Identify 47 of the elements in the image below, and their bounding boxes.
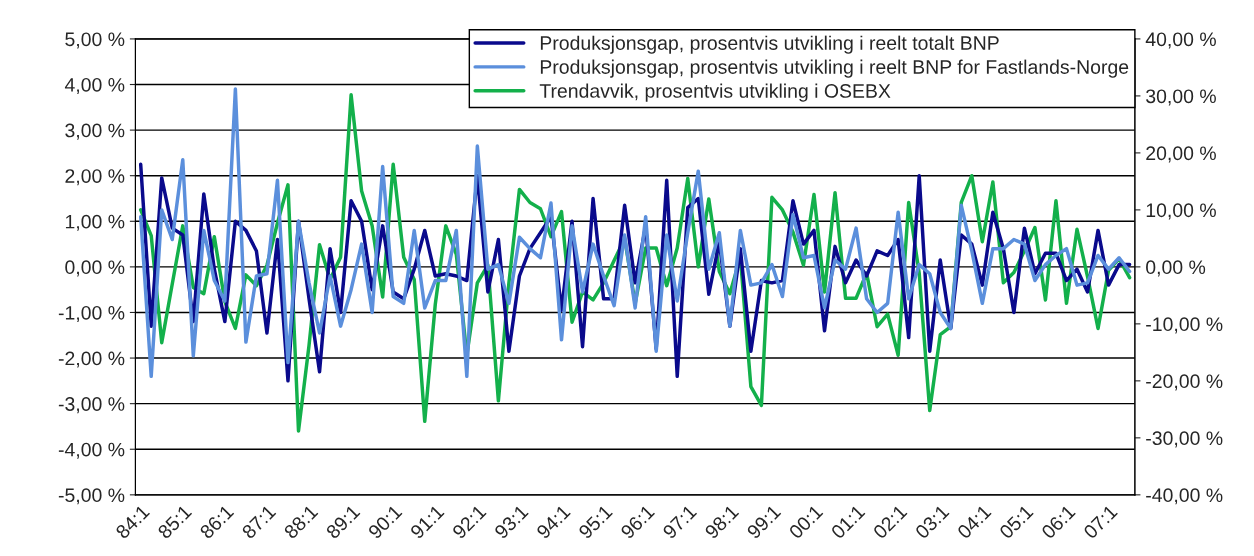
x-tick-label: 03:1 bbox=[914, 504, 950, 540]
y2-tick-label: 20,00 % bbox=[1146, 146, 1216, 163]
y2-tick-label: 30,00 % bbox=[1146, 89, 1216, 106]
x-tick-label: 00:1 bbox=[788, 504, 824, 540]
y2-tick-label: 0,00 % bbox=[1146, 260, 1206, 277]
legend-label: Trendavvik, prosentvis utvikling i OSEBX bbox=[539, 83, 891, 102]
x-tick-label: 89:1 bbox=[325, 504, 361, 540]
y-tick-label: -4,00 % bbox=[58, 442, 125, 459]
x-tick-label: 97:1 bbox=[662, 504, 698, 540]
x-tick-label: 90:1 bbox=[367, 504, 403, 540]
x-tick-label: 85:1 bbox=[156, 504, 193, 540]
y-tick-label: -1,00 % bbox=[58, 305, 125, 323]
legend-label: Produksjonsgap, prosentvis utvikling i reelt BNP for Fastlands-Norge bbox=[540, 59, 1129, 78]
y2-tick-label: 10,00 % bbox=[1146, 203, 1216, 220]
x-tick-label: 01:1 bbox=[830, 504, 866, 540]
y2-tick-label: -30,00 % bbox=[1146, 431, 1223, 448]
y2-tick-label: -40,00 % bbox=[1146, 488, 1223, 505]
y2-tick-label: -20,00 % bbox=[1146, 374, 1223, 391]
y-tick-label: -5,00 % bbox=[58, 488, 125, 505]
y-tick-label: 0,00 % bbox=[65, 260, 125, 277]
x-tick-label: 96:1 bbox=[619, 504, 656, 540]
y-tick-label: 3,00 % bbox=[65, 123, 125, 140]
x-tick-label: 86:1 bbox=[199, 504, 235, 540]
x-tick-label: 02:1 bbox=[872, 504, 908, 540]
x-tick-label: 07:1 bbox=[1082, 504, 1118, 540]
y-tick-label: 4,00 % bbox=[64, 77, 125, 95]
x-tick-label: 84:1 bbox=[114, 504, 151, 540]
x-tick-label: 92:1 bbox=[451, 504, 487, 540]
legend-label: Produksjonsgap, prosentvis utvikling i reelt totalt BNP bbox=[540, 35, 999, 54]
y2-tick-label: 40,00 % bbox=[1145, 32, 1216, 49]
x-tick-label: 04:1 bbox=[956, 504, 992, 540]
x-tick-label: 93:1 bbox=[493, 504, 529, 540]
x-tick-label: 91:1 bbox=[409, 504, 445, 540]
y-tick-label: -3,00 % bbox=[58, 397, 125, 414]
y-tick-label: 2,00 % bbox=[65, 169, 125, 186]
x-tick-label: 98:1 bbox=[704, 504, 740, 540]
x-tick-label: 99:1 bbox=[746, 504, 782, 540]
x-tick-label: 95:1 bbox=[577, 504, 614, 540]
x-tick-label: 06:1 bbox=[1040, 504, 1076, 540]
x-tick-label: 87:1 bbox=[241, 504, 277, 540]
y2-tick-label: -10,00 % bbox=[1146, 317, 1223, 334]
x-tick-label: 88:1 bbox=[283, 504, 319, 540]
x-tick-label: 05:1 bbox=[998, 504, 1034, 540]
y-tick-label: 1,00 % bbox=[65, 214, 125, 231]
y-tick-label: 5,00 % bbox=[65, 32, 125, 49]
y-tick-label: -2,00 % bbox=[58, 351, 125, 368]
x-tick-label: 94:1 bbox=[535, 504, 571, 540]
